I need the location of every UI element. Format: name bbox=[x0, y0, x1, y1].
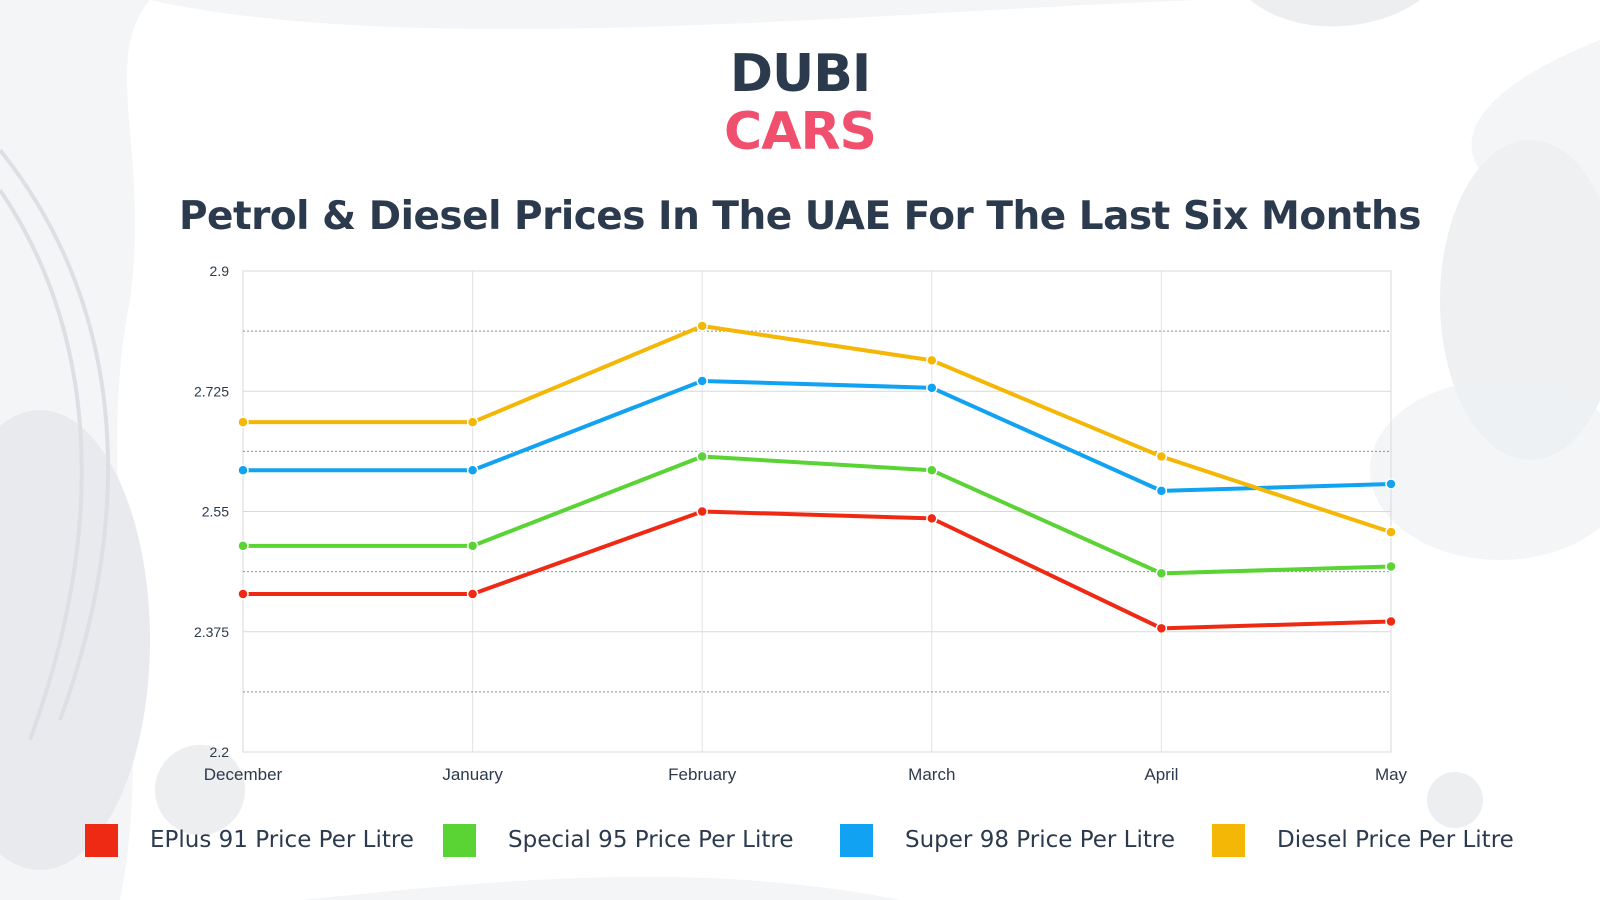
series-line bbox=[241, 454, 1393, 576]
y-tick-label: 2.725 bbox=[194, 383, 229, 399]
data-point bbox=[696, 505, 708, 518]
legend-label-special: Special 95 Price Per Litre bbox=[508, 827, 794, 853]
data-point bbox=[696, 375, 708, 387]
x-tick-label: March bbox=[908, 765, 955, 784]
data-point bbox=[1385, 560, 1397, 573]
x-tick-label: May bbox=[1375, 765, 1408, 784]
brand-logo-bottom: CARS bbox=[724, 102, 877, 162]
data-point bbox=[237, 464, 249, 477]
x-axis-ticks: December January February March April May bbox=[204, 765, 1408, 784]
x-tick-label: April bbox=[1144, 765, 1178, 784]
data-point bbox=[466, 464, 479, 477]
x-tick-label: January bbox=[442, 765, 503, 784]
y-tick-label: 2.55 bbox=[202, 504, 229, 520]
data-point bbox=[1385, 615, 1397, 628]
data-point bbox=[237, 416, 249, 428]
series-line bbox=[241, 509, 1393, 631]
y-axis-ticks: 2.2 2.375 2.55 2.725 2.9 bbox=[194, 263, 229, 760]
legend-label-eplus: EPlus 91 Price Per Litre bbox=[150, 827, 414, 853]
chart-grid bbox=[242, 270, 1392, 753]
data-point bbox=[1155, 450, 1168, 463]
data-point bbox=[466, 416, 479, 428]
y-tick-label: 2.375 bbox=[194, 624, 229, 640]
legend: EPlus 91 Price Per Litre Special 95 Pric… bbox=[0, 822, 1600, 862]
series-0 bbox=[237, 505, 1397, 635]
data-point bbox=[1155, 622, 1168, 635]
y-tick-label: 2.2 bbox=[210, 744, 230, 760]
legend-label-diesel: Diesel Price Per Litre bbox=[1277, 827, 1514, 853]
series-line bbox=[241, 323, 1393, 535]
data-point bbox=[926, 512, 938, 525]
data-point bbox=[466, 540, 479, 552]
y-tick-label: 2.9 bbox=[210, 263, 230, 279]
legend-swatch-super bbox=[840, 824, 873, 857]
x-tick-label: December bbox=[204, 765, 283, 784]
legend-swatch-special bbox=[443, 824, 476, 857]
legend-label-super: Super 98 Price Per Litre bbox=[905, 827, 1175, 853]
chart-series bbox=[237, 320, 1397, 635]
data-point bbox=[237, 540, 249, 552]
chart-title: Petrol & Diesel Prices In The UAE For Th… bbox=[178, 194, 1422, 239]
data-point bbox=[1155, 567, 1168, 580]
data-point bbox=[696, 450, 708, 463]
legend-swatch-diesel bbox=[1212, 824, 1245, 857]
data-point bbox=[237, 588, 249, 600]
data-point bbox=[926, 354, 938, 367]
brand-logo-top: DUBI bbox=[729, 44, 871, 104]
series-2 bbox=[237, 375, 1397, 497]
data-point bbox=[1385, 478, 1397, 490]
x-tick-label: February bbox=[668, 765, 737, 784]
data-point bbox=[1385, 526, 1397, 538]
data-point bbox=[926, 464, 938, 477]
data-point bbox=[926, 382, 938, 394]
legend-swatch-eplus bbox=[85, 824, 118, 857]
series-3 bbox=[237, 320, 1397, 538]
data-point bbox=[696, 320, 708, 332]
data-point bbox=[1155, 485, 1168, 497]
series-line bbox=[241, 378, 1393, 493]
series-1 bbox=[237, 450, 1397, 580]
data-point bbox=[466, 588, 479, 600]
